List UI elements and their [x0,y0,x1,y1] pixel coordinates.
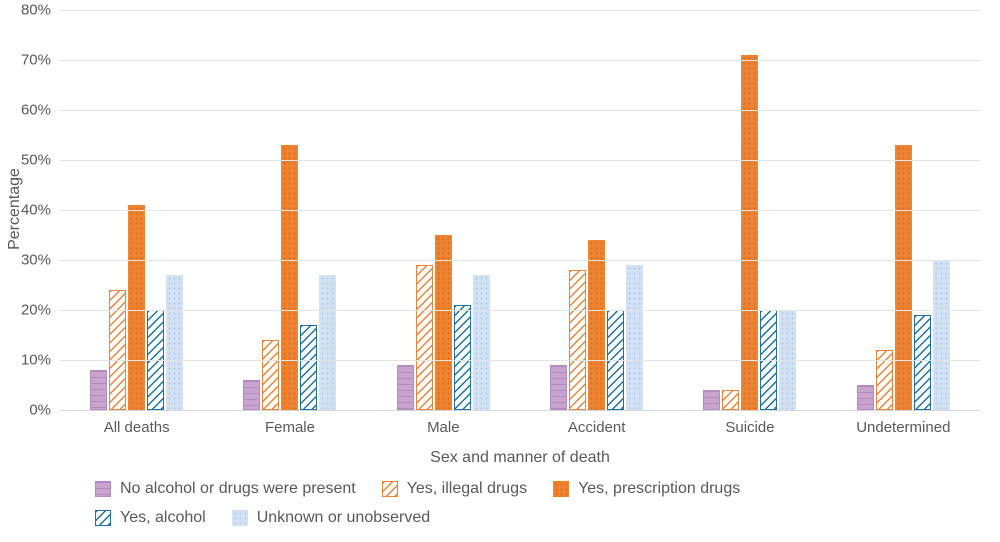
bar [703,390,721,410]
bar-group [213,10,366,410]
y-tick-label: 30% [20,251,51,269]
legend-row: Yes, alcohol Unknown or unobserved [95,509,740,527]
y-tick-label: 0% [29,401,51,419]
bar [741,55,759,410]
legend-label: Yes, prescription drugs [578,480,741,497]
x-tick-label: Female [264,419,315,436]
bar [90,370,108,410]
gridline [60,110,980,111]
legend-item: Yes, illegal drugs [381,480,528,498]
bar [913,315,931,410]
x-axis-labels: All deaths Female Male Accident Suicide Undet… [60,419,980,436]
legend-label: Yes, alcohol [120,509,206,526]
y-tick-label: 60% [20,101,51,119]
gridline [60,10,980,11]
bar [588,240,606,410]
bar-groups [60,10,980,410]
x-tick-label: Suicide [725,419,775,436]
gridline [60,310,980,311]
legend-row: No alcohol or drugs were present Yes, ill… [95,480,740,498]
bar [894,145,912,410]
bar [434,235,452,410]
legend-swatch [95,510,111,526]
legend-label: No alcohol or drugs were present [120,480,356,497]
bar [262,340,280,410]
bar-group [827,10,980,410]
bar [319,275,337,410]
y-tick-label: 70% [20,51,51,69]
legend-swatch [95,481,111,497]
bar-group [367,10,520,410]
y-tick-label: 80% [20,1,51,19]
bar [243,380,261,410]
legend-label: Unknown or unobserved [256,509,431,526]
bar [396,365,414,410]
bar [128,205,146,410]
bar [415,265,433,410]
bar [109,290,127,410]
legend-item: Yes, prescription drugs [553,480,740,498]
x-tick-label: Accident [567,419,626,436]
legend-item: Unknown or unobserved [231,509,431,527]
x-tick-label: Male [427,419,460,436]
bar [166,275,184,410]
bar [300,325,318,410]
legend-item: Yes, alcohol [95,509,206,527]
bar [722,390,740,410]
bar [453,305,471,410]
bar [626,265,644,410]
legend-item: No alcohol or drugs were present [95,480,356,498]
plot-area: 0% 10% 20% 30% 40% 50% 60% 70% 80% [21,2,980,419]
bar-group [60,10,213,410]
gridline [60,60,980,61]
y-tick-label: 20% [20,301,51,319]
gridline [60,360,980,361]
x-axis-title: Sex and manner of death [430,449,610,466]
gridline [60,210,980,211]
bar [569,270,587,410]
gridline [60,160,980,161]
legend-swatch [381,481,398,497]
legend-swatch [231,510,248,526]
bar [550,365,568,410]
legend: No alcohol or drugs were present Yes, ill… [95,480,740,538]
bar [932,260,950,410]
legend-swatch [553,481,570,497]
legend-label: Yes, illegal drugs [406,480,528,497]
gridline [60,260,980,261]
bar [856,385,874,410]
gridline [60,410,980,411]
y-tick-label: 40% [20,201,51,219]
bar [472,275,490,410]
bar [281,145,299,410]
y-tick-label: 50% [20,151,51,169]
x-tick-label: All deaths [103,419,170,436]
x-tick-label: Undetermined [856,419,951,436]
y-tick-label: 10% [20,351,51,369]
bar [875,350,893,410]
bar-group [673,10,826,410]
